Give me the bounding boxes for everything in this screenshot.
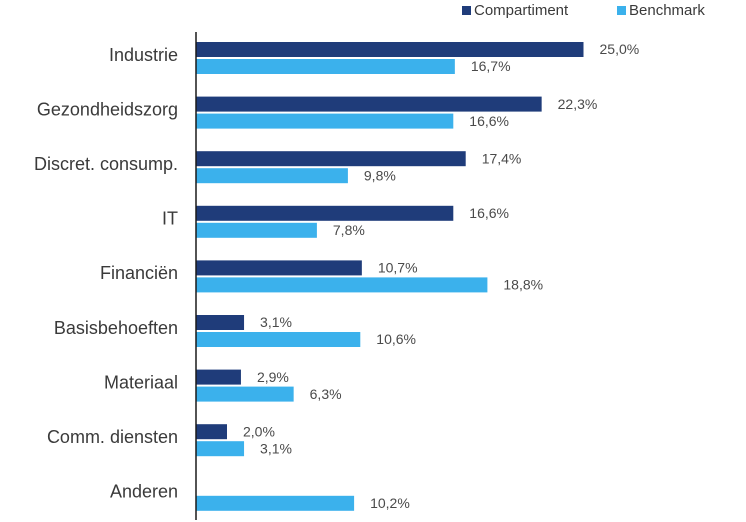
bar-compartiment [196, 96, 542, 112]
category-label: Industrie [109, 45, 178, 65]
bar-benchmark [196, 441, 245, 457]
bar-benchmark [196, 495, 355, 511]
bar-benchmark [196, 113, 454, 129]
data-label: 6,3% [310, 386, 342, 402]
bar-benchmark [196, 332, 361, 347]
data-label: 25,0% [600, 41, 640, 57]
data-label: 9,8% [364, 167, 396, 183]
data-label: 3,1% [260, 314, 292, 330]
legend-swatch-compartiment [462, 6, 471, 15]
category-label: Basisbehoeften [54, 318, 178, 338]
category-label: Comm. diensten [47, 427, 178, 447]
category-label: Financiën [100, 263, 178, 283]
bar-compartiment [196, 315, 245, 330]
category-label: Gezondheidszorg [37, 99, 178, 119]
data-label: 2,9% [257, 369, 289, 385]
bar-compartiment [196, 205, 454, 221]
bar-benchmark [196, 168, 348, 184]
data-label: 3,1% [260, 440, 292, 456]
bar-compartiment [196, 42, 584, 57]
bar-benchmark [196, 386, 294, 402]
bar-compartiment [196, 151, 466, 167]
category-label: Discret. consump. [34, 154, 178, 174]
data-label: 10,6% [376, 331, 416, 347]
legend-swatch-benchmark [617, 6, 626, 15]
bars-group: Industrie 25,0% 16,7% Gezondheidszorg 22,3% 1… [34, 41, 639, 511]
data-label: 7,8% [333, 222, 365, 238]
bar-benchmark [196, 59, 455, 74]
bar-benchmark [196, 277, 488, 293]
bar-compartiment [196, 424, 227, 440]
data-label: 18,8% [503, 277, 543, 293]
data-label: 16,6% [469, 113, 509, 129]
data-label: 10,7% [378, 260, 418, 276]
category-label: IT [162, 209, 178, 229]
legend-label-benchmark: Benchmark [629, 2, 705, 19]
legend: Compartiment Benchmark [462, 2, 705, 19]
data-label: 16,6% [469, 205, 509, 221]
bar-benchmark [196, 222, 317, 238]
legend-label-compartiment: Compartiment [474, 2, 569, 19]
data-label: 16,7% [471, 58, 511, 74]
category-label: Materiaal [104, 372, 178, 392]
category-label: Anderen [110, 482, 178, 502]
bar-compartiment [196, 369, 241, 385]
bar-compartiment [196, 260, 362, 276]
data-label: 10,2% [370, 495, 410, 511]
data-label: 17,4% [482, 150, 522, 166]
data-label: 22,3% [558, 96, 598, 112]
data-label: 2,0% [243, 423, 275, 439]
